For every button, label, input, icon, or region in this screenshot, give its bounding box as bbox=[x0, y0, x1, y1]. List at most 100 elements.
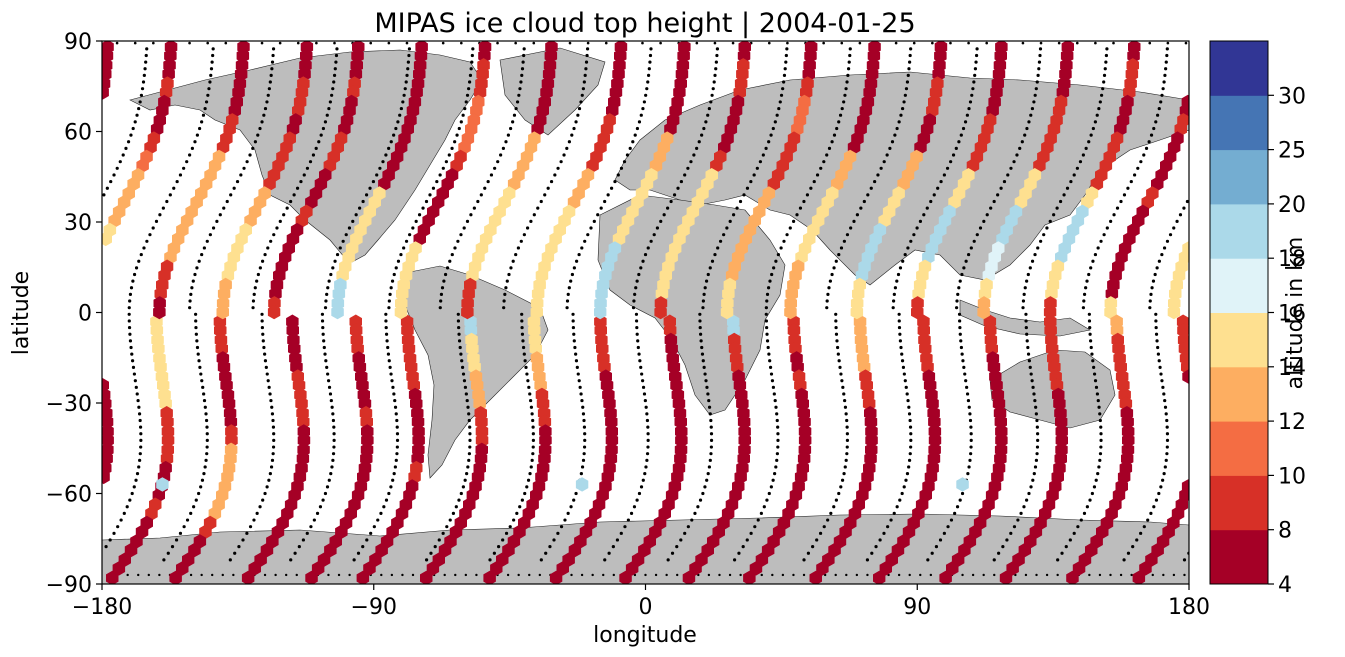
track-dot bbox=[520, 67, 525, 71]
track-dot bbox=[574, 120, 578, 124]
track-dot bbox=[269, 239, 273, 243]
track-dot bbox=[1151, 573, 1154, 577]
track-dot bbox=[403, 87, 407, 91]
track-dot bbox=[845, 233, 850, 237]
cloud-marker bbox=[727, 323, 740, 338]
track-dot bbox=[957, 140, 961, 144]
track-dot bbox=[563, 518, 567, 522]
track-dot bbox=[993, 573, 996, 577]
colorbar-segment bbox=[1210, 149, 1268, 205]
track-dot bbox=[1165, 239, 1170, 243]
track-dot bbox=[130, 352, 134, 356]
track-dot bbox=[832, 133, 837, 137]
track-dot bbox=[1024, 319, 1028, 323]
track-dot bbox=[971, 573, 975, 577]
track-dot bbox=[637, 272, 641, 277]
track-dot bbox=[840, 106, 844, 111]
track-dot bbox=[1166, 41, 1170, 45]
track-dot bbox=[706, 272, 710, 277]
track-dot bbox=[232, 186, 236, 190]
track-dot bbox=[639, 485, 644, 489]
track-dot bbox=[957, 286, 961, 290]
x-axis-label: longitude bbox=[593, 623, 697, 648]
track-dot bbox=[437, 538, 441, 542]
track-dot bbox=[722, 233, 726, 237]
track-dot bbox=[261, 332, 265, 336]
track-dot bbox=[462, 379, 467, 383]
track-dot bbox=[1164, 458, 1168, 462]
track-dot bbox=[260, 319, 264, 323]
cloud-marker bbox=[649, 524, 662, 539]
track-dot bbox=[949, 41, 952, 45]
track-dot bbox=[530, 412, 534, 416]
track-dot bbox=[527, 385, 531, 389]
track-dot bbox=[529, 219, 533, 223]
track-dot bbox=[639, 113, 643, 117]
track-dot bbox=[1093, 379, 1098, 383]
track-dot bbox=[1055, 206, 1059, 210]
track-dot bbox=[285, 206, 289, 210]
track-dot bbox=[368, 186, 372, 190]
track-dot bbox=[697, 140, 701, 144]
cloud-marker bbox=[605, 433, 619, 448]
track-dot bbox=[1005, 538, 1009, 542]
x-tick-label: 0 bbox=[639, 595, 653, 620]
cloud-marker bbox=[994, 48, 1007, 63]
track-dot bbox=[341, 239, 345, 243]
track-dot bbox=[174, 538, 179, 542]
track-dot bbox=[504, 531, 509, 535]
track-dot bbox=[899, 345, 903, 350]
track-dot bbox=[461, 113, 465, 117]
track-dot bbox=[848, 47, 852, 51]
track-dot bbox=[395, 418, 399, 423]
cloud-marker bbox=[124, 542, 138, 558]
track-dot bbox=[448, 259, 452, 263]
track-dot bbox=[556, 531, 560, 535]
cloud-marker bbox=[153, 304, 166, 320]
track-dot bbox=[646, 246, 650, 250]
track-dot bbox=[641, 41, 644, 45]
track-dot bbox=[1030, 259, 1035, 263]
track-dot bbox=[457, 332, 461, 336]
cloud-marker bbox=[701, 542, 714, 558]
track-dot bbox=[1076, 525, 1080, 529]
track-dot bbox=[695, 41, 699, 45]
track-dot bbox=[845, 452, 849, 456]
cloud-marker bbox=[411, 414, 425, 430]
track-dot bbox=[769, 372, 774, 376]
track-dot bbox=[105, 186, 109, 190]
colorbar-tick-label: 16 bbox=[1278, 302, 1306, 327]
track-dot bbox=[297, 544, 301, 549]
track-dot bbox=[870, 551, 874, 555]
track-dot bbox=[195, 266, 199, 270]
track-dot bbox=[211, 47, 215, 51]
track-dot bbox=[126, 140, 131, 144]
track-dot bbox=[645, 452, 650, 456]
track-dot bbox=[195, 339, 199, 343]
colorbar-tick-label: 30 bbox=[1278, 84, 1306, 109]
track-dot bbox=[826, 518, 830, 522]
track-dot bbox=[459, 352, 463, 356]
track-dot bbox=[767, 491, 771, 496]
track-dot bbox=[464, 392, 468, 396]
y-tick-label: 60 bbox=[64, 121, 92, 146]
track-dot bbox=[210, 60, 214, 64]
track-dot bbox=[329, 471, 333, 476]
track-dot bbox=[839, 246, 844, 250]
track-dot bbox=[1056, 573, 1059, 577]
track-dot bbox=[866, 573, 869, 577]
track-dot bbox=[1096, 246, 1100, 250]
track-dot bbox=[305, 166, 310, 170]
track-dot bbox=[529, 405, 534, 409]
track-dot bbox=[959, 345, 964, 350]
track-dot bbox=[192, 505, 196, 509]
track-dot bbox=[245, 531, 249, 535]
track-dot bbox=[1164, 412, 1168, 416]
track-dot bbox=[124, 146, 128, 150]
cloud-marker bbox=[958, 542, 971, 558]
track-dot bbox=[266, 379, 270, 383]
track-dot bbox=[388, 292, 392, 296]
track-dot bbox=[997, 551, 1001, 555]
track-dot bbox=[237, 544, 241, 549]
track-dot bbox=[205, 432, 209, 436]
